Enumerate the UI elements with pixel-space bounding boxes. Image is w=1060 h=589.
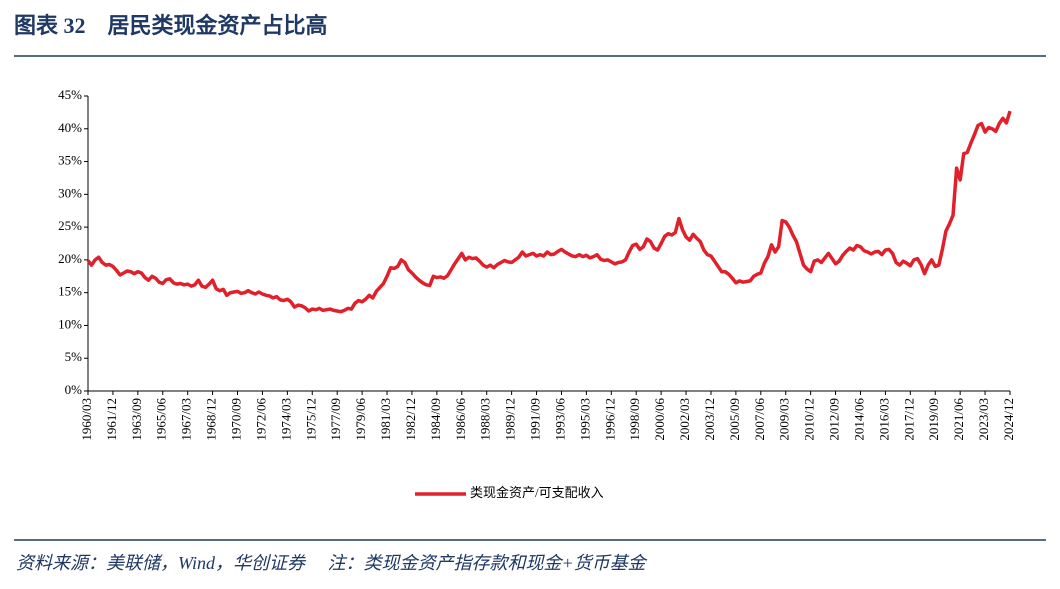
- x-tick-label: 1979/06: [353, 398, 368, 441]
- x-tick-label: 2023/03: [976, 398, 991, 441]
- x-tick-label: 1991/09: [528, 398, 543, 441]
- x-tick-label: 1968/12: [204, 398, 219, 441]
- x-tick-label: 1998/09: [627, 398, 642, 441]
- chart-title: 图表 32 居民类现金资产占比高: [14, 13, 328, 38]
- x-tick-label: 1974/03: [278, 398, 293, 441]
- x-tick-label: 1995/03: [577, 398, 592, 441]
- x-tick-label: 2003/12: [702, 398, 717, 441]
- x-tick-label: 2017/12: [901, 398, 916, 441]
- x-tick-label: 1981/03: [378, 398, 393, 441]
- x-tick-label: 1975/12: [303, 398, 318, 441]
- y-tick-label: 30%: [58, 185, 82, 200]
- y-tick-label: 35%: [58, 153, 82, 168]
- x-tick-label: 2002/03: [677, 398, 692, 441]
- x-tick-label: 2012/09: [827, 398, 842, 441]
- x-tick-label: 1982/12: [403, 398, 418, 441]
- x-tick-label: 1996/12: [602, 398, 617, 441]
- x-tick-label: 1967/03: [179, 398, 194, 441]
- x-tick-label: 2009/03: [777, 398, 792, 441]
- x-tick-label: 1965/06: [154, 398, 169, 441]
- x-tick-label: 2024/12: [1001, 398, 1016, 441]
- legend-label: 类现金资产/可支配收入: [470, 485, 604, 500]
- y-tick-label: 40%: [58, 120, 82, 135]
- y-tick-label: 15%: [58, 284, 82, 299]
- x-tick-label: 1977/09: [328, 398, 343, 441]
- y-tick-label: 0%: [65, 382, 83, 397]
- y-tick-label: 45%: [58, 87, 82, 102]
- x-tick-label: 1960/03: [79, 398, 94, 441]
- source-note: 资料来源：美联储，Wind，华创证券 注：类现金资产指存款和现金+货币基金: [16, 553, 648, 573]
- x-tick-label: 2000/06: [652, 398, 667, 441]
- x-tick-label: 2014/06: [851, 398, 866, 441]
- x-tick-label: 2010/12: [802, 398, 817, 441]
- x-tick-label: 1984/09: [428, 398, 443, 441]
- x-tick-label: 1986/06: [453, 398, 468, 441]
- x-tick-label: 1993/06: [552, 398, 567, 441]
- x-tick-label: 1972/06: [253, 398, 268, 441]
- x-tick-label: 1970/09: [228, 398, 243, 441]
- x-tick-label: 1988/03: [478, 398, 493, 441]
- x-tick-label: 2007/06: [752, 398, 767, 441]
- y-tick-label: 20%: [58, 251, 82, 266]
- x-tick-label: 2005/09: [727, 398, 742, 441]
- x-tick-label: 1961/12: [104, 398, 119, 441]
- y-tick-label: 25%: [58, 218, 82, 233]
- y-tick-label: 10%: [58, 316, 82, 331]
- x-tick-label: 1963/09: [129, 398, 144, 441]
- series-line: [86, 110, 1012, 314]
- x-tick-label: 2019/09: [926, 398, 941, 441]
- x-tick-label: 2016/03: [876, 398, 891, 441]
- x-tick-label: 1989/12: [503, 398, 518, 441]
- y-tick-label: 5%: [65, 349, 83, 364]
- x-tick-label: 2021/06: [951, 398, 966, 441]
